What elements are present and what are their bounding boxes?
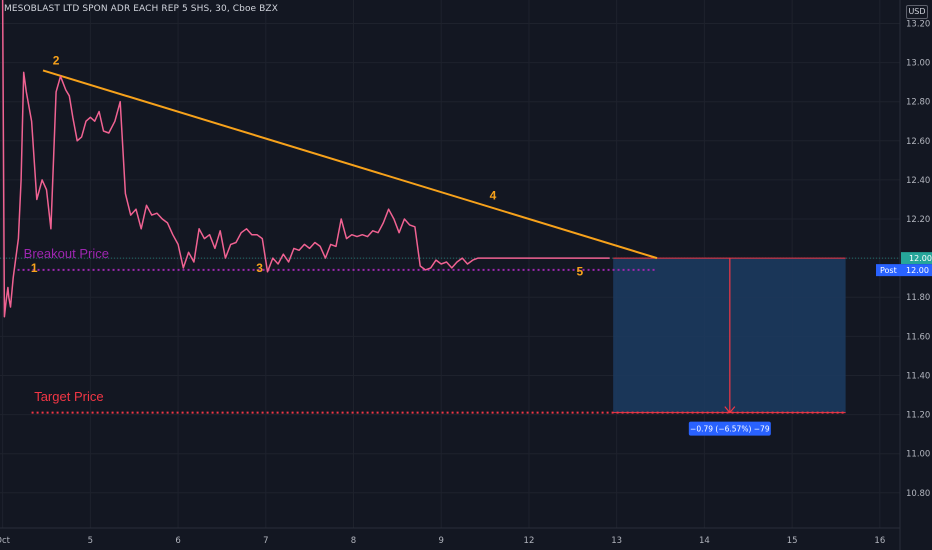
price-axis[interactable]: 13.20 13.00 12.80 12.60 12.40 12.20 12.00 11.80… [876, 0, 932, 550]
last-price-value: 12.00 [909, 254, 932, 263]
y-tick-label: 12.80 [906, 98, 930, 108]
y-tick-label: 13.00 [906, 59, 930, 69]
x-tick-label: 16 [874, 536, 885, 546]
time-axis[interactable]: Oct 5 6 7 8 9 12 13 14 15 16 [0, 527, 900, 546]
price-series [1, 0, 610, 318]
trendline [42, 69, 658, 260]
measure-badge-text: −0.79 (−6.57%) −79 [690, 425, 770, 434]
y-tick-label: 12.60 [906, 137, 930, 147]
y-tick-label: 13.20 [906, 19, 930, 29]
breakout-price-label: Breakout Price [24, 246, 109, 261]
wave-label: 5 [576, 265, 583, 279]
y-tick-label: 11.00 [906, 450, 930, 460]
x-tick-label: 14 [699, 536, 710, 546]
y-tick-label: 10.80 [906, 489, 930, 499]
post-price-value: 12.00 [906, 266, 929, 275]
chart-labels: Breakout Price Target Price 1 2 3 4 5 [24, 54, 584, 404]
symbol-title: MESOBLAST LTD SPON ADR EACH REP 5 SHS, 3… [4, 4, 278, 14]
measure-badge [688, 421, 771, 436]
measure-arrow-head [724, 406, 736, 414]
last-price-badge [901, 252, 932, 265]
y-tick-label: 12.40 [906, 176, 930, 186]
x-tick-label: 7 [263, 536, 268, 546]
y-tick-label: 11.20 [906, 411, 930, 421]
x-tick-label: Oct [0, 536, 11, 546]
wave-label: 2 [53, 54, 60, 68]
projection-area: −0.79 (−6.57%) −79 [613, 257, 846, 436]
target-price-label: Target Price [34, 389, 103, 404]
y-tick-label: 11.60 [906, 332, 930, 342]
x-tick-label: 15 [787, 536, 798, 546]
x-tick-label: 13 [611, 536, 622, 546]
price-line [1, 0, 610, 318]
x-tick-label: 6 [175, 536, 180, 546]
x-tick-label: 5 [88, 536, 93, 546]
chart-grid [0, 0, 900, 528]
post-label: Post [880, 266, 897, 275]
x-tick-label: 8 [351, 536, 356, 546]
x-tick-label: 12 [524, 536, 535, 546]
wave-label: 4 [490, 188, 497, 202]
chart-lines [17, 69, 846, 414]
y-tick-label: 12.20 [906, 215, 930, 225]
currency-button[interactable]: USD [906, 5, 928, 19]
y-tick-label: 11.80 [906, 293, 930, 303]
wave-label: 3 [256, 261, 263, 275]
wave-label: 1 [31, 261, 38, 275]
post-price-badge [876, 264, 932, 277]
y-tick-label: 11.40 [906, 371, 930, 381]
x-tick-label: 9 [439, 536, 444, 546]
